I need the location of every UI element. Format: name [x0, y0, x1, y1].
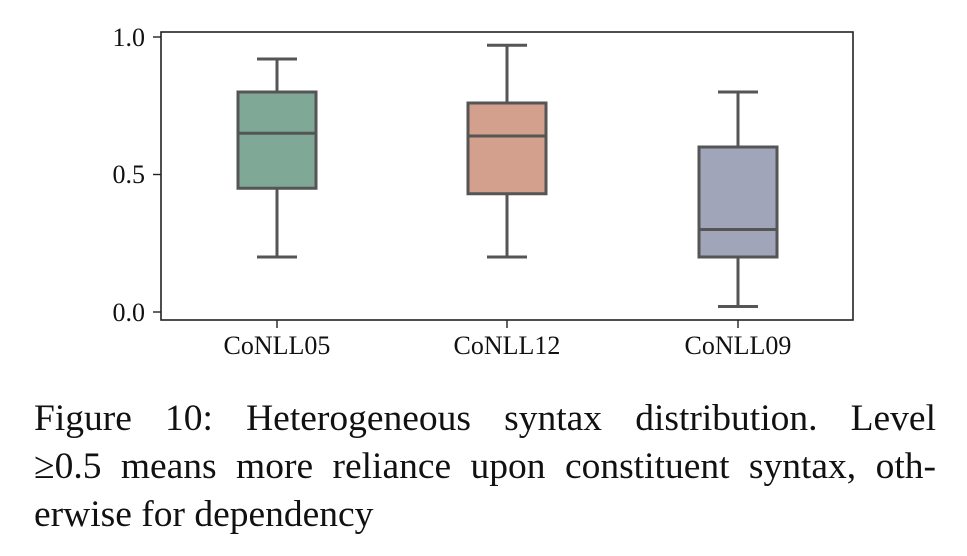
box-conll09	[697, 90, 779, 308]
x-tick-label: CoNLL09	[685, 331, 792, 360]
y-axis: 0.0 0.5 1.0	[113, 23, 161, 327]
y-tick-label: 0.0	[113, 298, 146, 327]
x-tick-label: CoNLL05	[224, 331, 331, 360]
box-iqr	[236, 90, 318, 190]
boxes-group	[236, 43, 779, 308]
y-tick-label: 0.5	[113, 160, 146, 189]
y-tick-label: 1.0	[113, 23, 146, 52]
caption-line-3: erwise for dependency	[34, 494, 374, 535]
box-conll05	[236, 57, 318, 259]
chart-svg: 0.0 0.5 1.0 CoNLL05 CoNLL12 CoNLL09	[113, 23, 854, 360]
box-conll12	[466, 43, 548, 259]
figure-caption: Figure 10: Heterogeneous syntax distribu…	[34, 395, 936, 539]
box-plot-chart: 0.0 0.5 1.0 CoNLL05 CoNLL12 CoNLL09	[113, 23, 854, 360]
x-tick-label: CoNLL12	[454, 331, 561, 360]
x-axis: CoNLL05 CoNLL12 CoNLL09	[224, 320, 792, 360]
box-iqr	[466, 101, 548, 196]
caption-line-1: Figure 10: Heterogeneous syntax distribu…	[34, 398, 936, 439]
box-iqr	[697, 145, 779, 259]
caption-line-2: ≥0.5 means more reliance upon constituen…	[34, 446, 936, 487]
